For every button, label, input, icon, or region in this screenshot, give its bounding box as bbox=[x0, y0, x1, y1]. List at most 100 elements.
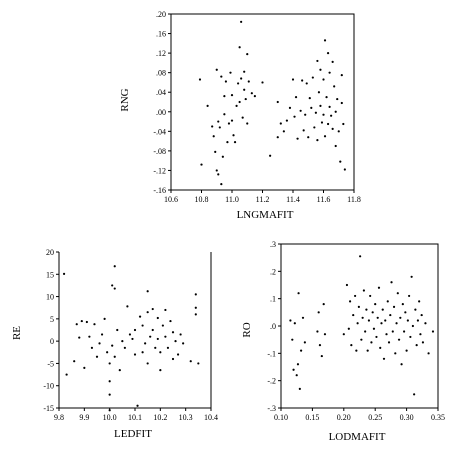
data-point bbox=[111, 284, 114, 287]
y-tick-label: .20 bbox=[156, 10, 166, 19]
data-point bbox=[159, 369, 162, 372]
data-point bbox=[365, 308, 368, 311]
data-point bbox=[246, 122, 249, 125]
data-point bbox=[364, 330, 367, 333]
data-point bbox=[376, 316, 379, 319]
data-point bbox=[244, 97, 247, 101]
data-point bbox=[269, 154, 272, 157]
data-point bbox=[310, 106, 313, 109]
data-point bbox=[316, 330, 319, 333]
x-axis-label-ledfit: LEDFIT bbox=[114, 428, 152, 440]
data-point bbox=[90, 346, 94, 349]
data-point bbox=[317, 311, 320, 314]
y-tick-label: -.12 bbox=[153, 166, 166, 175]
data-point bbox=[65, 373, 68, 376]
data-point bbox=[233, 140, 237, 144]
data-point bbox=[164, 335, 167, 338]
data-point bbox=[323, 39, 327, 42]
data-point bbox=[402, 330, 406, 333]
data-point bbox=[154, 346, 157, 349]
data-point bbox=[103, 317, 106, 320]
data-point bbox=[171, 331, 175, 334]
data-point bbox=[113, 355, 116, 358]
data-point bbox=[100, 333, 104, 336]
data-point bbox=[108, 362, 111, 365]
data-point bbox=[141, 324, 144, 327]
x-tick-label: 11.6 bbox=[317, 195, 331, 204]
data-point bbox=[345, 283, 349, 287]
data-point bbox=[279, 122, 282, 125]
data-point bbox=[118, 369, 121, 372]
data-point bbox=[382, 357, 386, 360]
data-point bbox=[370, 341, 373, 344]
data-point bbox=[292, 368, 295, 371]
data-point bbox=[322, 303, 325, 306]
data-point bbox=[128, 333, 132, 336]
data-point bbox=[421, 341, 425, 344]
data-point bbox=[302, 129, 305, 132]
data-point bbox=[342, 122, 345, 126]
data-point bbox=[333, 85, 336, 88]
data-point bbox=[379, 346, 382, 349]
data-point bbox=[176, 353, 180, 356]
data-point bbox=[342, 333, 345, 336]
data-point bbox=[392, 305, 396, 308]
data-point bbox=[133, 328, 137, 332]
y-tick-label: 10 bbox=[46, 293, 54, 302]
data-point bbox=[217, 173, 220, 176]
data-point bbox=[337, 130, 340, 133]
x-tick-label: 0.25 bbox=[368, 413, 382, 422]
data-point bbox=[394, 352, 397, 355]
data-point bbox=[230, 119, 234, 122]
data-point bbox=[328, 105, 331, 108]
data-point bbox=[317, 91, 321, 94]
y-tick-label: -.04 bbox=[153, 127, 166, 136]
data-point bbox=[320, 354, 323, 358]
data-point bbox=[161, 324, 164, 327]
data-point bbox=[73, 360, 76, 363]
x-tick-label: 10.0 bbox=[103, 413, 117, 422]
data-point bbox=[427, 352, 430, 355]
data-point bbox=[352, 313, 355, 317]
data-point bbox=[111, 344, 114, 347]
data-point bbox=[276, 100, 279, 104]
data-point bbox=[221, 155, 224, 158]
x-tick-label: 10.3 bbox=[179, 413, 193, 422]
y-tick-label: 15 bbox=[46, 270, 54, 279]
data-point bbox=[149, 335, 152, 338]
y-tick-label: .0 bbox=[270, 322, 276, 331]
x-tick-label: 11.2 bbox=[256, 195, 270, 204]
x-tick-label: 9.9 bbox=[79, 413, 89, 422]
y-tick-label: 5 bbox=[50, 315, 54, 324]
data-point bbox=[325, 96, 328, 99]
y-tick-label: -.08 bbox=[153, 147, 166, 156]
data-point bbox=[369, 294, 372, 298]
data-point bbox=[121, 340, 124, 343]
data-point bbox=[399, 316, 402, 319]
panel-re-vs-ledfit: 9.8 9.9 10.0 10.1 10.2 10.3 10.4 20 15 10 5 0 -5 -10 -… bbox=[11, 248, 218, 440]
y-tick-label: -15 bbox=[43, 404, 54, 413]
data-point bbox=[340, 74, 343, 77]
y-tick-label: -.3 bbox=[267, 404, 276, 413]
data-point bbox=[194, 306, 197, 309]
data-point bbox=[136, 404, 139, 407]
x-tick-label: 11.4 bbox=[286, 195, 300, 204]
data-point bbox=[223, 113, 226, 116]
plot-area-rng: 10.6 10.8 11.0 11.2 11.4 11.6 11.8 .20 .16 .12 .08… bbox=[153, 10, 361, 204]
data-point bbox=[320, 121, 324, 124]
data-point bbox=[206, 104, 209, 108]
data-point bbox=[123, 346, 126, 349]
data-point bbox=[419, 333, 422, 336]
data-point bbox=[334, 144, 337, 148]
data-point bbox=[78, 336, 81, 339]
data-point bbox=[85, 320, 88, 324]
data-point bbox=[411, 324, 414, 328]
data-point bbox=[395, 322, 398, 325]
data-point bbox=[108, 393, 111, 396]
data-point bbox=[217, 120, 220, 123]
data-point bbox=[237, 82, 240, 85]
data-point bbox=[224, 80, 227, 83]
data-point bbox=[316, 59, 319, 63]
data-point bbox=[397, 338, 401, 341]
